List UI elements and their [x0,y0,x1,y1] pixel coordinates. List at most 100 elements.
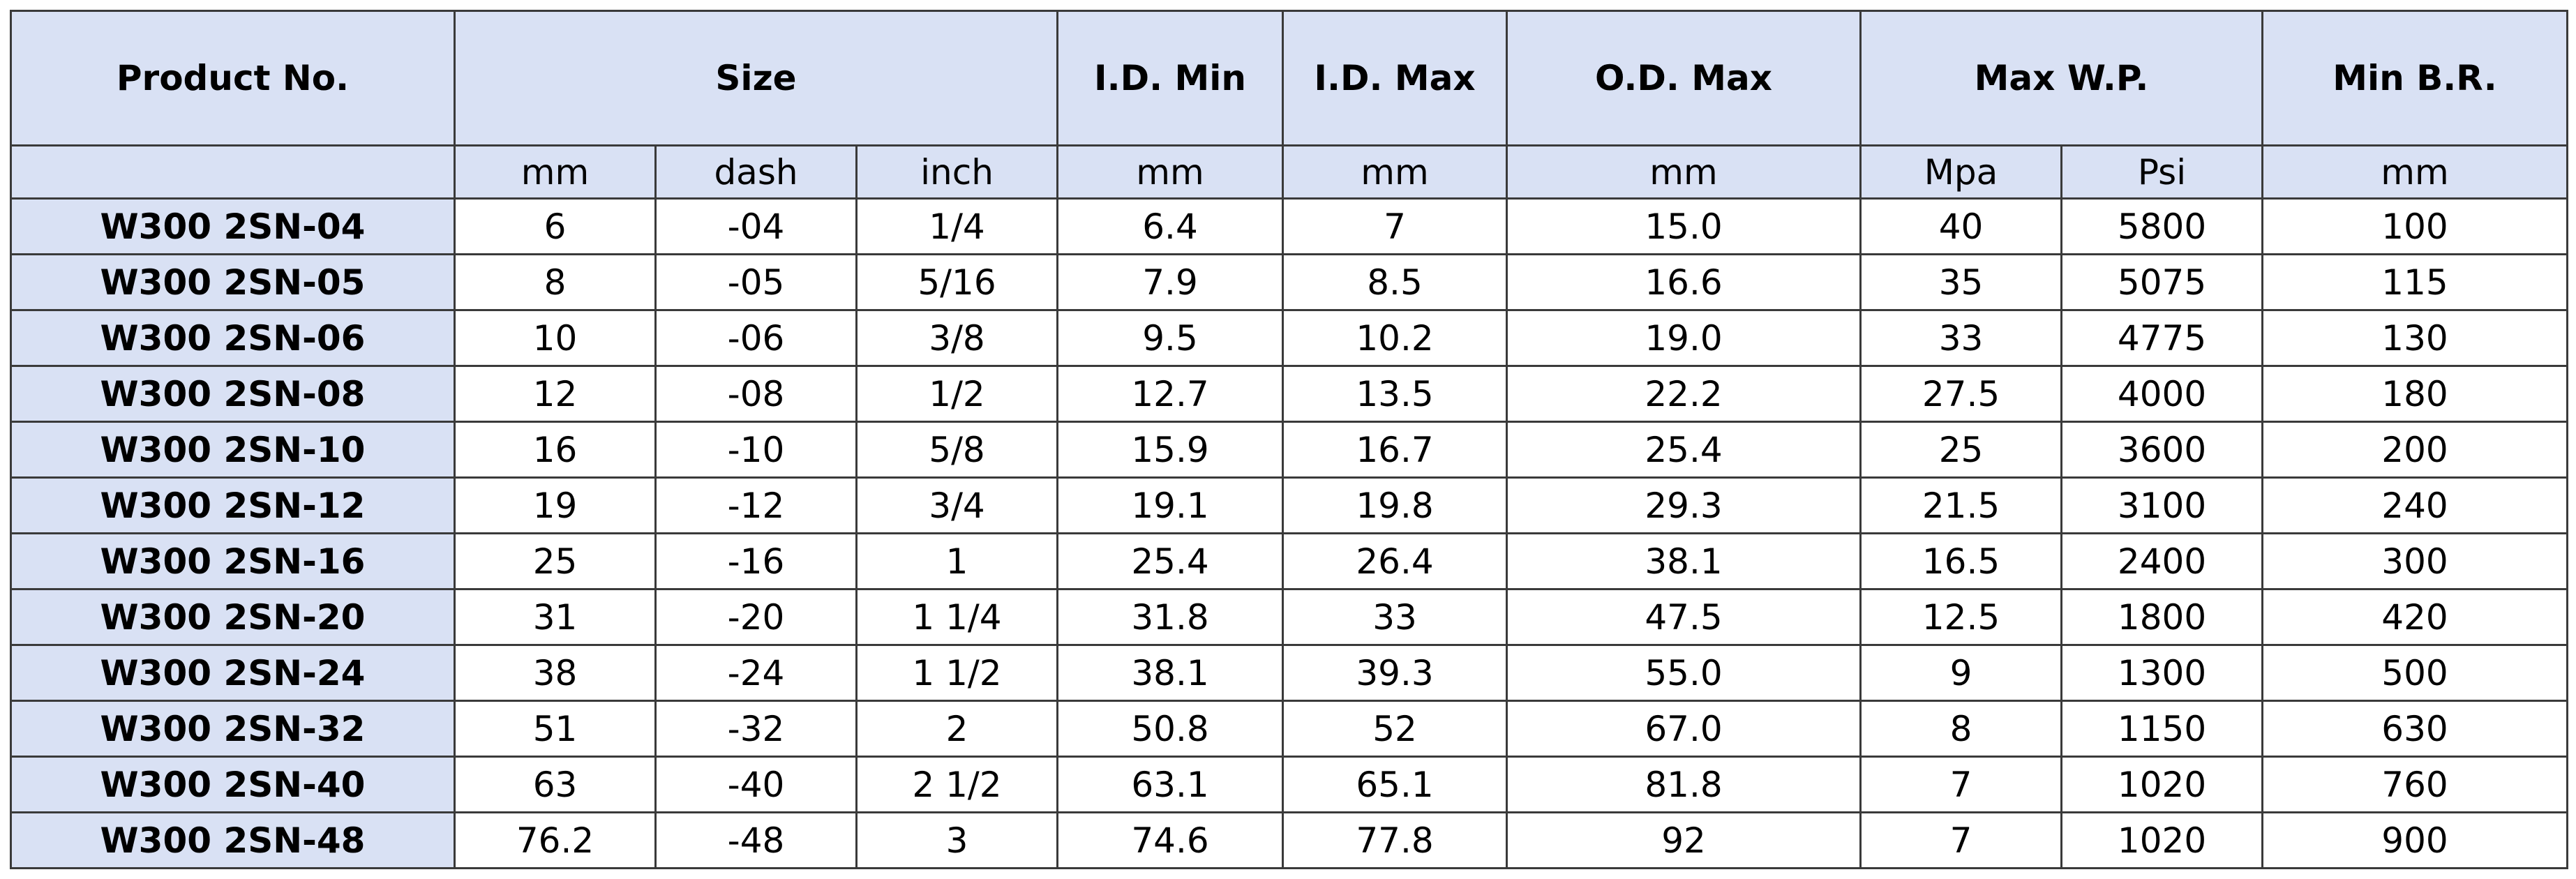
size-inch-cell: 3/4 [855,476,1059,534]
id-min-cell: 9.5 [1056,309,1285,367]
product-no-cell: W300 2SN-16 [10,532,456,590]
size-mm-cell: 76.2 [454,811,657,869]
size-dash-cell: -04 [654,197,858,255]
size-inch-cell: 5/16 [855,253,1059,311]
id-min-cell: 38.1 [1056,644,1285,702]
size-dash-cell: -48 [654,811,858,869]
id-min-cell: 50.8 [1056,700,1285,758]
od-max-cell: 19.0 [1506,309,1862,367]
size-inch-cell: 3/8 [855,309,1059,367]
id-max-cell: 16.7 [1282,421,1508,479]
wp-mpa-cell: 35 [1859,253,2063,311]
size-mm-cell: 63 [454,756,657,813]
size-dash-cell: -06 [654,309,858,367]
id-max-cell: 10.2 [1282,309,1508,367]
unit-size-mm: mm [454,144,657,200]
header-max-wp: Max W.P. [1859,10,2264,146]
min-br-cell: 630 [2261,700,2569,758]
unit-wp-psi: Psi [2060,144,2264,200]
header-min-br: Min B.R. [2261,10,2569,146]
product-no-cell: W300 2SN-20 [10,588,456,646]
wp-psi-cell: 3100 [2060,476,2264,534]
od-max-cell: 29.3 [1506,476,1862,534]
size-dash-cell: -12 [654,476,858,534]
wp-mpa-cell: 25 [1859,421,2063,479]
size-dash-cell: -08 [654,365,858,423]
unit-product-no [10,144,456,200]
min-br-cell: 100 [2261,197,2569,255]
size-inch-cell: 1/2 [855,365,1059,423]
od-max-cell: 22.2 [1506,365,1862,423]
od-max-cell: 25.4 [1506,421,1862,479]
wp-mpa-cell: 16.5 [1859,532,2063,590]
product-no-cell: W300 2SN-24 [10,644,456,702]
product-no-cell: W300 2SN-32 [10,700,456,758]
wp-mpa-cell: 33 [1859,309,2063,367]
wp-psi-cell: 2400 [2060,532,2264,590]
od-max-cell: 15.0 [1506,197,1862,255]
size-dash-cell: -24 [654,644,858,702]
wp-psi-cell: 4775 [2060,309,2264,367]
od-max-cell: 16.6 [1506,253,1862,311]
table-row: W300 2SN-06 10 -06 3/8 9.5 10.2 19.0 33 … [10,309,2569,367]
header-product-no: Product No. [10,10,456,146]
table-row: W300 2SN-05 8 -05 5/16 7.9 8.5 16.6 35 5… [10,253,2569,311]
product-no-cell: W300 2SN-12 [10,476,456,534]
od-max-cell: 92 [1506,811,1862,869]
table-row: W300 2SN-12 19 -12 3/4 19.1 19.8 29.3 21… [10,476,2569,534]
id-min-cell: 19.1 [1056,476,1285,534]
id-max-cell: 33 [1282,588,1508,646]
min-br-cell: 760 [2261,756,2569,813]
wp-psi-cell: 3600 [2060,421,2264,479]
table-row: W300 2SN-20 31 -20 1 1/4 31.8 33 47.5 12… [10,588,2569,646]
id-max-cell: 39.3 [1282,644,1508,702]
product-no-cell: W300 2SN-10 [10,421,456,479]
header-id-min: I.D. Min [1056,10,1285,146]
wp-psi-cell: 1800 [2060,588,2264,646]
id-min-cell: 6.4 [1056,197,1285,255]
id-min-cell: 15.9 [1056,421,1285,479]
table-row: W300 2SN-08 12 -08 1/2 12.7 13.5 22.2 27… [10,365,2569,423]
spec-table-container: Product No. Size I.D. Min I.D. Max O.D. … [10,10,2569,869]
table-row: W300 2SN-04 6 -04 1/4 6.4 7 15.0 40 5800… [10,197,2569,255]
product-no-cell: W300 2SN-08 [10,365,456,423]
min-br-cell: 130 [2261,309,2569,367]
header-od-max: O.D. Max [1506,10,1862,146]
unit-size-dash: dash [654,144,858,200]
wp-psi-cell: 1150 [2060,700,2264,758]
size-dash-cell: -20 [654,588,858,646]
wp-mpa-cell: 8 [1859,700,2063,758]
size-dash-cell: -16 [654,532,858,590]
min-br-cell: 240 [2261,476,2569,534]
table-body: W300 2SN-04 6 -04 1/4 6.4 7 15.0 40 5800… [10,197,2569,869]
od-max-cell: 81.8 [1506,756,1862,813]
size-dash-cell: -10 [654,421,858,479]
wp-psi-cell: 1300 [2060,644,2264,702]
size-mm-cell: 6 [454,197,657,255]
size-mm-cell: 51 [454,700,657,758]
size-dash-cell: -05 [654,253,858,311]
table-row: W300 2SN-48 76.2 -48 3 74.6 77.8 92 7 10… [10,811,2569,869]
size-mm-cell: 12 [454,365,657,423]
min-br-cell: 200 [2261,421,2569,479]
od-max-cell: 55.0 [1506,644,1862,702]
size-mm-cell: 38 [454,644,657,702]
size-inch-cell: 5/8 [855,421,1059,479]
unit-wp-mpa: Mpa [1859,144,2063,200]
size-inch-cell: 3 [855,811,1059,869]
table-row: W300 2SN-16 25 -16 1 25.4 26.4 38.1 16.5… [10,532,2569,590]
min-br-cell: 500 [2261,644,2569,702]
wp-psi-cell: 1020 [2060,756,2264,813]
size-mm-cell: 19 [454,476,657,534]
size-mm-cell: 31 [454,588,657,646]
id-max-cell: 13.5 [1282,365,1508,423]
od-max-cell: 47.5 [1506,588,1862,646]
unit-min-br: mm [2261,144,2569,200]
size-inch-cell: 2 [855,700,1059,758]
unit-id-min: mm [1056,144,1285,200]
header-id-max: I.D. Max [1282,10,1508,146]
id-max-cell: 52 [1282,700,1508,758]
id-min-cell: 31.8 [1056,588,1285,646]
header-size: Size [453,10,1059,146]
table-row: W300 2SN-10 16 -10 5/8 15.9 16.7 25.4 25… [10,421,2569,479]
